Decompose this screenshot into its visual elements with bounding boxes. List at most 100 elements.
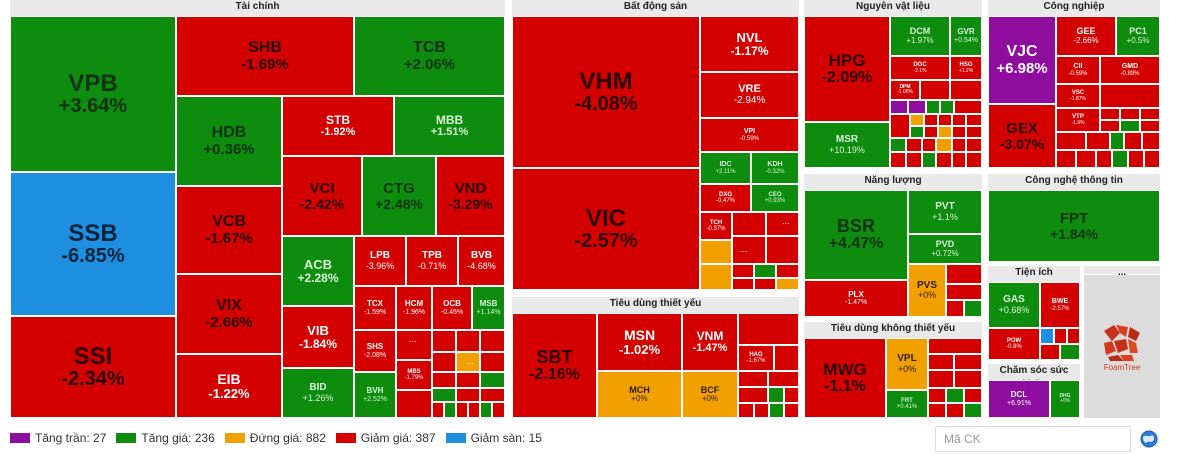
stock-tile-vsc[interactable]: VSC -1.87% bbox=[1056, 84, 1100, 108]
stock-tile-tcx[interactable]: TCX -1.59% bbox=[354, 286, 396, 330]
stock-tile-nvl[interactable]: NVL -1.17% bbox=[700, 16, 799, 72]
small-stock-tile[interactable] bbox=[480, 388, 505, 402]
small-stock-tile[interactable] bbox=[908, 100, 926, 114]
stock-tile-dcl[interactable]: DCL +6.91% bbox=[988, 380, 1050, 418]
small-stock-tile[interactable] bbox=[1140, 108, 1160, 120]
small-stock-tile[interactable] bbox=[1056, 150, 1076, 168]
stock-tile-ctg[interactable]: CTG +2.48% bbox=[362, 156, 436, 236]
stock-tile-vnm[interactable]: VNM -1.47% bbox=[682, 313, 738, 371]
more-stocks-marker[interactable]: ... bbox=[740, 244, 748, 254]
small-stock-tile[interactable] bbox=[468, 402, 480, 418]
small-stock-tile[interactable] bbox=[1142, 132, 1160, 150]
small-stock-tile[interactable] bbox=[928, 338, 982, 354]
sector-title-energy[interactable]: Năng lượng bbox=[864, 175, 922, 186]
stock-tile-shs[interactable]: SHS -2.08% bbox=[354, 330, 396, 372]
small-stock-tile[interactable] bbox=[928, 370, 954, 388]
small-stock-tile[interactable] bbox=[946, 403, 964, 418]
small-stock-tile[interactable] bbox=[738, 387, 768, 403]
stock-tile-vjc[interactable]: VJC +6.98% bbox=[988, 16, 1056, 104]
small-stock-tile[interactable] bbox=[456, 330, 480, 352]
small-stock-tile[interactable] bbox=[432, 388, 456, 402]
small-stock-tile[interactable] bbox=[738, 371, 768, 387]
sector-title-it[interactable]: Công nghệ thông tin bbox=[1025, 175, 1123, 186]
stock-tile-vhm[interactable]: VHM -4.08% bbox=[512, 16, 700, 168]
small-stock-tile[interactable] bbox=[954, 100, 982, 114]
small-stock-tile[interactable] bbox=[700, 240, 732, 264]
small-stock-tile[interactable] bbox=[1124, 132, 1142, 150]
small-stock-tile[interactable] bbox=[954, 354, 982, 370]
stock-tile-bvb[interactable]: BVB -4.68% bbox=[458, 236, 505, 286]
stock-tile-eib[interactable]: EIB -1.22% bbox=[176, 354, 282, 418]
small-stock-tile[interactable] bbox=[432, 402, 444, 418]
small-stock-tile[interactable] bbox=[936, 152, 952, 168]
stock-tile-vpl[interactable]: VPL +0% bbox=[886, 338, 928, 390]
small-stock-tile[interactable] bbox=[480, 372, 505, 388]
stock-tile-tpb[interactable]: TPB -0.71% bbox=[406, 236, 458, 286]
stock-tile-gas[interactable]: GAS +0.68% bbox=[988, 282, 1040, 328]
small-stock-tile[interactable] bbox=[906, 152, 922, 168]
small-stock-tile[interactable] bbox=[954, 370, 982, 388]
small-stock-tile[interactable] bbox=[966, 114, 982, 126]
small-stock-tile[interactable] bbox=[938, 114, 952, 126]
stock-tile-dhg[interactable]: DHG +0% bbox=[1050, 380, 1080, 418]
stock-tile-shb[interactable]: SHB -1.69% bbox=[176, 16, 354, 96]
small-stock-tile[interactable] bbox=[952, 126, 966, 138]
small-stock-tile[interactable] bbox=[480, 352, 505, 372]
stock-tile-hcm[interactable]: HCM -1.96% bbox=[396, 286, 432, 330]
sector-title-health[interactable]: Chăm sóc sức khỏe bbox=[999, 365, 1069, 390]
small-stock-tile[interactable] bbox=[784, 387, 799, 403]
small-stock-tile[interactable] bbox=[1120, 120, 1140, 132]
small-stock-tile[interactable] bbox=[1054, 328, 1067, 344]
small-stock-tile[interactable] bbox=[1100, 108, 1120, 120]
globe-icon[interactable] bbox=[1140, 430, 1158, 448]
stock-tile-dcm[interactable]: DCM +1.97% bbox=[890, 16, 950, 56]
small-stock-tile[interactable] bbox=[920, 80, 950, 100]
stock-tile-hdb[interactable]: HDB +0.36% bbox=[176, 96, 282, 186]
small-stock-tile[interactable] bbox=[1056, 132, 1086, 150]
small-stock-tile[interactable] bbox=[906, 138, 922, 152]
stock-tile-gvr[interactable]: GVR +0.54% bbox=[950, 16, 982, 56]
stock-tile-frt[interactable]: FRT +0.41% bbox=[886, 390, 928, 418]
small-stock-tile[interactable] bbox=[456, 372, 480, 388]
sector-title-staples[interactable]: Tiêu dùng thiết yếu bbox=[609, 298, 702, 309]
small-stock-tile[interactable] bbox=[928, 354, 954, 370]
small-stock-tile[interactable] bbox=[1096, 150, 1112, 168]
small-stock-tile[interactable] bbox=[940, 100, 954, 114]
sector-title-realestate[interactable]: Bất động sản bbox=[623, 1, 688, 12]
small-stock-tile[interactable] bbox=[768, 371, 799, 387]
small-stock-tile[interactable] bbox=[928, 403, 946, 418]
small-stock-tile[interactable] bbox=[1112, 150, 1128, 168]
small-stock-tile[interactable] bbox=[890, 138, 906, 152]
stock-tile-pvt[interactable]: PVT +1.1% bbox=[908, 190, 982, 234]
stock-tile-mbs[interactable]: MBS -1.79% bbox=[396, 360, 432, 390]
small-stock-tile[interactable] bbox=[776, 264, 799, 278]
stock-tile-vpi[interactable]: VPI -0.59% bbox=[700, 118, 799, 152]
small-stock-tile[interactable] bbox=[754, 264, 776, 278]
small-stock-tile[interactable] bbox=[738, 403, 754, 418]
small-stock-tile[interactable] bbox=[432, 372, 456, 388]
small-stock-tile[interactable] bbox=[966, 152, 982, 168]
stock-tile-ssi[interactable]: SSI -2.34% bbox=[10, 316, 176, 418]
sector-title-utilities[interactable]: Tiện ích bbox=[1015, 267, 1053, 278]
small-stock-tile[interactable] bbox=[1140, 120, 1160, 132]
stock-tile-mwg[interactable]: MWG -1.1% bbox=[804, 338, 886, 418]
small-stock-tile[interactable] bbox=[766, 236, 799, 264]
small-stock-tile[interactable] bbox=[924, 126, 938, 138]
stock-tile-pow[interactable]: POW -0.8% bbox=[988, 328, 1040, 360]
sector-title-finance[interactable]: Tài chính bbox=[235, 1, 280, 12]
stock-tile-dpm[interactable]: DPM -1.06% bbox=[890, 80, 920, 100]
small-stock-tile[interactable] bbox=[890, 100, 908, 114]
sector-title-industrial[interactable]: Công nghiệp bbox=[1043, 1, 1105, 12]
stock-tile-tcb[interactable]: TCB +2.06% bbox=[354, 16, 505, 96]
small-stock-tile[interactable] bbox=[432, 330, 456, 352]
small-stock-tile[interactable] bbox=[922, 138, 936, 152]
stock-tile-bwe[interactable]: BWE -2.57% bbox=[1040, 282, 1080, 328]
small-stock-tile[interactable] bbox=[456, 352, 480, 372]
stock-tile-gex[interactable]: GEX -3.07% bbox=[988, 104, 1056, 168]
small-stock-tile[interactable] bbox=[1120, 108, 1140, 120]
stock-tile-ceo[interactable]: CEO +0.93% bbox=[751, 184, 799, 212]
small-stock-tile[interactable] bbox=[768, 387, 784, 403]
small-stock-tile[interactable] bbox=[890, 114, 910, 138]
small-stock-tile[interactable] bbox=[950, 80, 982, 100]
small-stock-tile[interactable] bbox=[890, 152, 906, 168]
